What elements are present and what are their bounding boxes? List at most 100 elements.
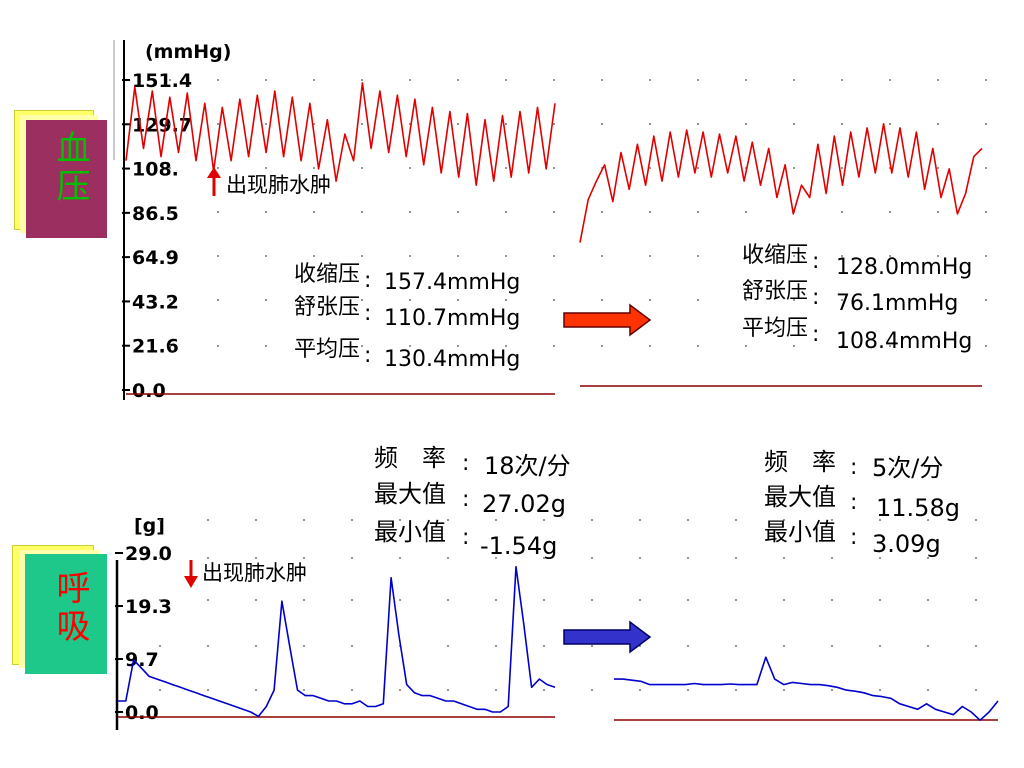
bp-grid-dot (553, 123, 555, 125)
bp-grid-dot (649, 211, 651, 213)
bp-grid-dot (505, 345, 507, 347)
resp-grid-dot (255, 519, 257, 521)
resp-grid-dot (159, 557, 161, 559)
resp-grid-dot (783, 645, 785, 647)
resp-after-rate-label: 频 率 (764, 448, 836, 476)
resp-grid-dot (447, 519, 449, 521)
resp-grid-dot (975, 689, 977, 691)
bp-event-label: 出现肺水肿 (226, 173, 331, 197)
bp-after-mean-value: 108.4mmHg (836, 329, 972, 354)
bp-grid-dot (985, 211, 987, 213)
resp-grid-dot (543, 599, 545, 601)
resp-grid-dot (207, 689, 209, 691)
resp-grid-dot (879, 599, 881, 601)
bp-stats-before: 收缩压 : 157.4mmHg 舒张压 : 110.7mmHg 平均压 : 13… (294, 262, 520, 372)
resp-grid-dot (207, 645, 209, 647)
bp-grid-dot (457, 123, 459, 125)
resp-grid-dot (207, 519, 209, 521)
resp-grid-dot (543, 557, 545, 559)
bp-grid-dot (265, 123, 267, 125)
bp-grid-dot (985, 345, 987, 347)
bp-grid-dot (697, 167, 699, 169)
resp-card-face (25, 554, 107, 674)
bp-grid-dot (745, 345, 747, 347)
resp-rate-value: 18次/分 (484, 452, 571, 480)
bp-grid-dot (985, 123, 987, 125)
bp-grid-dot (505, 255, 507, 257)
bp-grid-dot (217, 345, 219, 347)
bp-after-diastolic-label: 舒张压 (742, 279, 808, 304)
resp-max-value: 27.02g (482, 490, 566, 518)
resp-grid-dot (159, 689, 161, 691)
bp-dot-grid (169, 79, 987, 347)
bp-grid-dot (217, 79, 219, 81)
resp-grid-dot (735, 557, 737, 559)
bp-grid-dot (697, 255, 699, 257)
bp-grid-dot (409, 211, 411, 213)
bp-systolic-value: 157.4mmHg (384, 270, 520, 295)
resp-grid-dot (351, 519, 353, 521)
resp-grid-dot (255, 599, 257, 601)
bp-grid-dot (889, 211, 891, 213)
resp-grid-dot (591, 599, 593, 601)
bp-tick-label: 0.0 (132, 380, 166, 402)
resp-grid-dot (303, 689, 305, 691)
bp-grid-dot (601, 299, 603, 301)
bp-grid-dot (361, 255, 363, 257)
bp-grid-dot (889, 299, 891, 301)
bp-grid-dot (409, 299, 411, 301)
bp-grid-dot (841, 79, 843, 81)
bp-grid-dot (601, 255, 603, 257)
bp-grid-dot (937, 299, 939, 301)
bp-tick-label: 43.2 (132, 291, 179, 313)
resp-max-label: 最大值 (374, 480, 446, 508)
bp-grid-dot (265, 167, 267, 169)
bp-grid-dot (457, 345, 459, 347)
resp-grid-dot (255, 645, 257, 647)
resp-after-line (614, 656, 999, 722)
resp-grid-dot (495, 519, 497, 521)
bp-grid-dot (553, 255, 555, 257)
bp-grid-dot (361, 79, 363, 81)
bp-grid-dot (841, 345, 843, 347)
bp-diastolic-value: 110.7mmHg (384, 306, 520, 331)
bp-tick-label: 86.5 (132, 203, 179, 225)
resp-grid-dot (975, 599, 977, 601)
bp-grid-dot (169, 255, 171, 257)
bp-trace-before (125, 82, 556, 186)
resp-grid-dot (591, 645, 593, 647)
resp-grid-dot (831, 557, 833, 559)
bp-grid-dot (505, 123, 507, 125)
resp-transition-arrow (563, 620, 652, 654)
bp-grid-dot (793, 167, 795, 169)
bp-grid-dot (841, 299, 843, 301)
resp-grid-dot (591, 519, 593, 521)
bp-grid-dot (841, 255, 843, 257)
bp-grid-dot (793, 123, 795, 125)
bp-grid-dot (409, 79, 411, 81)
bp-grid-dot (745, 299, 747, 301)
resp-grid-dot (831, 689, 833, 691)
bp-grid-dot (265, 79, 267, 81)
bp-grid-dot (169, 123, 171, 125)
resp-grid-dot (735, 599, 737, 601)
bp-grid-dot (313, 79, 315, 81)
bp-grid-dot (169, 345, 171, 347)
bp-after-diastolic-value: 76.1mmHg (836, 291, 958, 316)
resp-grid-dot (495, 557, 497, 559)
resp-grid-dot (783, 557, 785, 559)
bp-after-mean-label: 平均压 (742, 316, 808, 341)
resp-grid-dot (783, 599, 785, 601)
bp-tick-labels: 151.4 129.7 108. 86.5 64.9 43.2 21.6 0.0 (122, 70, 192, 402)
bp-grid-dot (505, 211, 507, 213)
bp-grid-dot (937, 167, 939, 169)
resp-grid-dot (975, 557, 977, 559)
bp-grid-dot (889, 255, 891, 257)
resp-grid-dot (495, 599, 497, 601)
resp-after-min-value: 3.09g (872, 530, 941, 558)
resp-tick-label: 0.0 (125, 702, 159, 724)
bp-mean-label: 平均压 (294, 337, 360, 362)
bp-grid-dot (601, 345, 603, 347)
bp-grid-dot (601, 211, 603, 213)
bp-before-line (125, 82, 556, 186)
